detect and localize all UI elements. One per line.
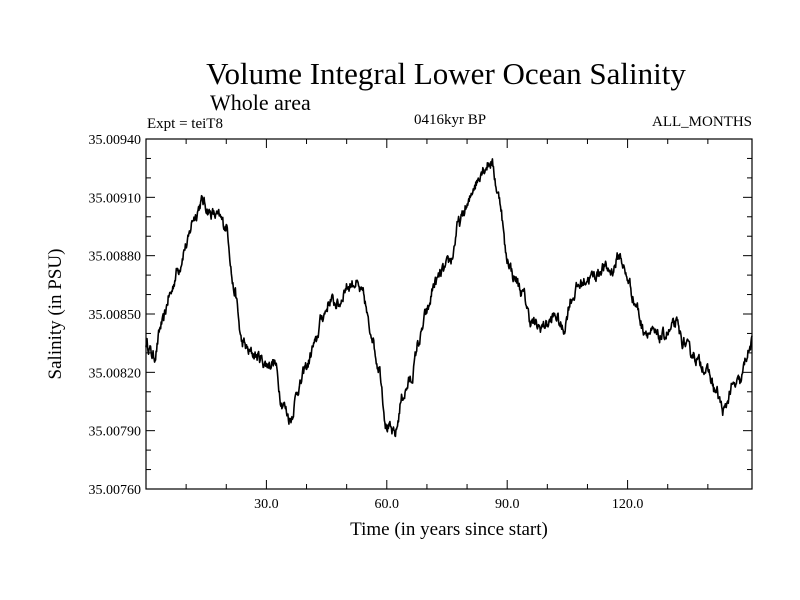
x-tick-label: 90.0 (495, 497, 520, 512)
y-tick-label: 35.00820 (89, 366, 142, 381)
y-tick-label: 35.00760 (89, 483, 142, 498)
x-tick-label: 30.0 (254, 497, 279, 512)
tick-labels: 30.0 60.0 90.0 120.0 35.00760 35.00790 35.0082… (89, 133, 644, 512)
y-tick-label: 35.00910 (89, 191, 142, 206)
y-tick-label: 35.00880 (89, 250, 142, 265)
y-axis-label: Salinity (in PSU) (45, 249, 66, 380)
chart-subtitle: Whole area (210, 90, 311, 115)
plot-area (145, 138, 753, 490)
y-tick-label: 35.00850 (89, 308, 142, 323)
plot-frame (145, 138, 753, 490)
experiment-label: Expt = teiT8 (147, 116, 223, 132)
axis-ticks (146, 138, 752, 490)
x-tick-label: 120.0 (612, 497, 644, 512)
x-axis-label: Time (in years since start) (350, 519, 548, 540)
y-tick-label: 35.00940 (89, 133, 142, 148)
period-label: 0416kyr BP (414, 112, 486, 128)
y-tick-label: 35.00790 (89, 425, 142, 440)
x-tick-label: 60.0 (375, 497, 400, 512)
salinity-series-line (145, 158, 753, 438)
chart-title: Volume Integral Lower Ocean Salinity (206, 56, 686, 91)
months-label: ALL_MONTHS (652, 114, 752, 130)
